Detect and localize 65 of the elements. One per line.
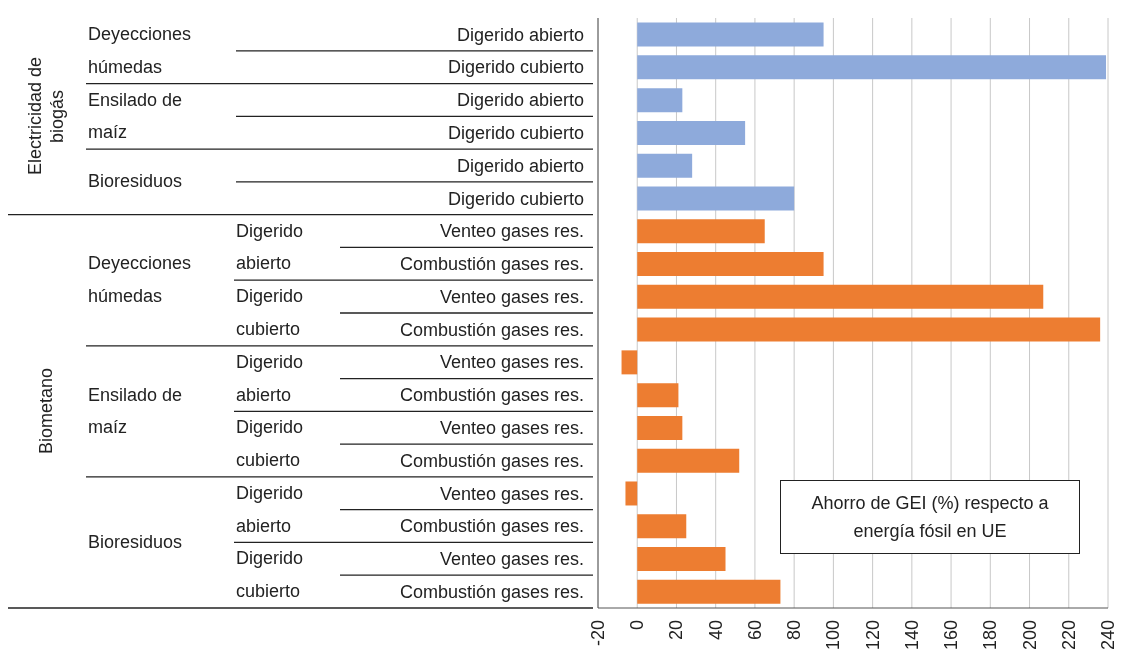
bar (637, 88, 683, 113)
y-tick-label: Venteo gases res. (439, 549, 584, 570)
x-tick-label: -20 (588, 620, 608, 647)
x-tick-label: 220 (1058, 620, 1079, 651)
y-tick-label: Combustión gases res. (399, 516, 584, 537)
bar (637, 219, 765, 244)
x-tick-label: 0 (627, 620, 648, 631)
y-tick-label: Combustión gases res. (399, 581, 584, 602)
y-tick-label: Combustión gases res. (399, 385, 584, 406)
text: Digerido abierto (236, 219, 305, 276)
x-tick-label: 160 (941, 620, 962, 651)
bar (637, 252, 824, 277)
bar (637, 514, 687, 539)
y-tick-label: Combustión gases res. (399, 254, 584, 275)
y-tick-label: Venteo gases res. (439, 286, 584, 307)
text: Digerido cubierto (236, 416, 305, 473)
y-tick-label: Digerido cubierto (447, 188, 584, 209)
y-tick-label: Digerido cubierto (447, 57, 584, 78)
bar (621, 350, 638, 375)
x-tick-label: 240 (1098, 620, 1118, 651)
x-tick-label: 100 (823, 620, 844, 651)
bar (637, 186, 795, 211)
x-tick-label: 20 (666, 620, 687, 641)
text: Digerido abierto (236, 350, 305, 407)
text: Biometano (34, 368, 57, 455)
bar (637, 22, 824, 47)
bar (637, 284, 1044, 309)
text: Ensilado de maíz (88, 383, 184, 440)
text: Digerido abierto (236, 481, 305, 538)
bar (637, 120, 746, 145)
text: Electricidad de biogás (23, 56, 68, 178)
text: Deyecciones húmedas (88, 252, 193, 309)
x-tick-label: 200 (1019, 620, 1040, 651)
bar (625, 481, 638, 506)
bar (637, 448, 740, 473)
bar (637, 383, 679, 408)
y-tick-label: Venteo gases res. (439, 418, 584, 439)
y-tick-label: Digerido abierto (456, 90, 584, 111)
bar (637, 415, 683, 440)
y-tick-label: Venteo gases res. (439, 221, 584, 242)
y-tick-label: Digerido abierto (456, 155, 584, 176)
y-tick-label: Venteo gases res. (439, 352, 584, 373)
bar (637, 317, 1101, 342)
y-tick-label: Venteo gases res. (439, 483, 584, 504)
bar (637, 579, 781, 604)
x-tick-label: 120 (862, 620, 883, 651)
text: Deyecciones húmedas (88, 23, 193, 79)
bar (637, 547, 726, 572)
text: Bioresiduos (88, 170, 184, 194)
text: Digerido cubierto (236, 547, 305, 604)
y-tick-label: Digerido abierto (456, 24, 584, 45)
y-tick-label: Digerido cubierto (447, 123, 584, 144)
x-tick-label: 40 (705, 620, 726, 641)
bar (637, 153, 693, 178)
text: Bioresiduos (88, 531, 184, 555)
x-tick-label: 140 (901, 620, 922, 651)
text: Ensilado de maíz (88, 88, 184, 145)
text: Digerido cubierto (236, 285, 305, 341)
caption-box: Ahorro de GEI (%) respecto a energía fósil en UE (780, 480, 1080, 554)
y-tick-label: Combustión gases res. (399, 450, 584, 471)
y-tick-label: Combustión gases res. (399, 319, 584, 340)
x-tick-label: 80 (784, 620, 805, 641)
x-tick-label: 180 (980, 620, 1001, 651)
bar (637, 55, 1107, 80)
x-tick-label: 60 (744, 620, 765, 641)
